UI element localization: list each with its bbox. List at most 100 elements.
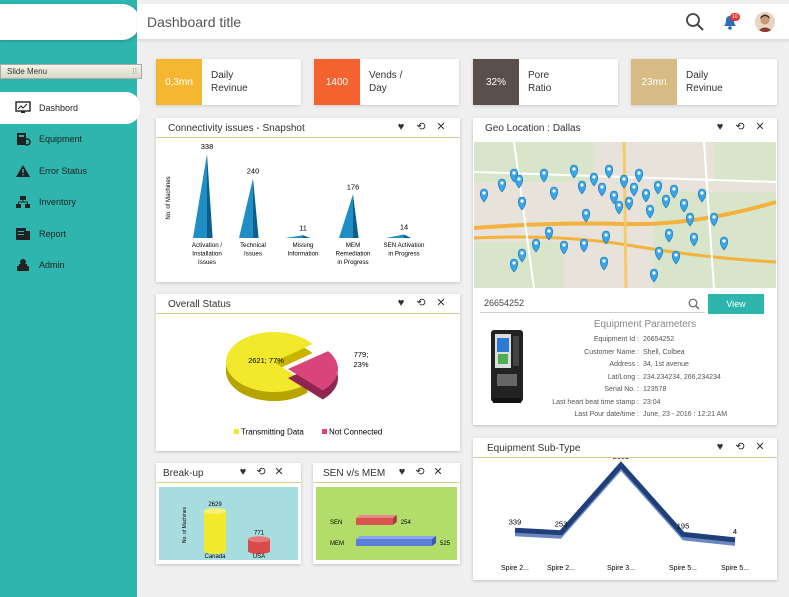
sidebar: Slide Menu ⁞⁞ Dashbord Equipment Error S… (0, 0, 142, 597)
equipment-icon (14, 132, 32, 146)
panel-controls: ♥ ⟲ ✕ (713, 121, 767, 134)
dallas-map[interactable] (474, 142, 776, 288)
heart-icon[interactable]: ♥ (716, 441, 724, 453)
map-pin-icon (649, 268, 659, 283)
param-value: Shell, Colbea (643, 348, 685, 356)
legend-swatch (322, 429, 327, 434)
refresh-icon[interactable]: ⟲ (735, 441, 745, 453)
heart-icon[interactable]: ♥ (397, 297, 405, 309)
spike-bar-shadow (253, 178, 259, 238)
overall-status-chart: 2621; 77% 779;23% Transmitting Data Not Con… (226, 332, 382, 437)
tick-label: SEN Activation (384, 242, 425, 249)
param-row: Customer Name : Shell, Colbea (523, 347, 773, 360)
spike-bar (339, 194, 353, 238)
tick-label: Missing (293, 242, 315, 249)
map-pin-icon (624, 196, 634, 211)
map-pin-dot (672, 187, 676, 191)
heart-icon[interactable]: ♥ (239, 466, 247, 478)
sen-mem-panel: SEN v/s MEM ♥ ⟲ ✕ 254 SEN 525 MEM (313, 463, 460, 564)
sidebar-item-equipment[interactable]: Equipment (0, 124, 137, 156)
sidebar-menu: Dashbord Equipment Error Status Inventor… (0, 92, 140, 282)
kpi-daily-revenue-2[interactable]: 23mn Daily Revinue (631, 59, 777, 105)
heart-icon[interactable]: ♥ (397, 121, 405, 133)
data-label: 195 (677, 521, 690, 530)
sidebar-item-label: Inventory (39, 197, 77, 208)
avatar[interactable] (755, 12, 775, 32)
sidebar-item-error-status[interactable]: Error Status (0, 155, 137, 187)
view-button[interactable]: View (708, 294, 764, 314)
kpi-daily-revenue[interactable]: 0,3mn Daily Revinue (156, 59, 301, 105)
kpi-vends-per-day[interactable]: 1400 Vends / Day (314, 59, 459, 105)
map-pin-icon (531, 238, 541, 253)
breakup-chart: No. of Machines 2629 Canada 771 USA (159, 487, 298, 560)
refresh-icon[interactable]: ⟲ (416, 297, 426, 309)
refresh-icon[interactable]: ⟲ (415, 466, 425, 478)
map-pin-dot (637, 171, 641, 175)
sidebar-item-label: Report (39, 228, 67, 239)
map-pin-dot (600, 185, 604, 189)
sidebar-item-report[interactable]: Report (0, 218, 137, 250)
tick-label: in Progress (388, 251, 419, 258)
param-key: Equipment Id : (593, 336, 639, 343)
kpi-value: 1400 (314, 59, 360, 105)
monitor-icon (14, 101, 32, 115)
map-pin-icon (619, 174, 629, 189)
map-road (703, 142, 715, 288)
equipment-parameters: Equipment Id : 26654252 Customer Name : She… (523, 334, 773, 422)
bar (356, 539, 432, 546)
map-pin-icon (479, 188, 489, 203)
map-pin-dot (482, 191, 486, 195)
map-pin-icon (577, 180, 587, 195)
param-key: Last Pour date/time : (574, 411, 639, 418)
map-pin-dot (520, 199, 524, 203)
map-pin-dot (562, 243, 566, 247)
search-icon[interactable] (688, 297, 700, 315)
search-icon[interactable] (685, 12, 705, 32)
refresh-icon[interactable]: ⟲ (256, 466, 266, 478)
equipment-search-field[interactable]: 26654252 (480, 293, 705, 313)
panel-controls: ♥ ⟲ ✕ (394, 297, 448, 310)
close-icon[interactable]: ✕ (274, 466, 284, 478)
sidebar-item-dashboard[interactable]: Dashbord (0, 92, 140, 124)
close-icon[interactable]: ✕ (755, 121, 765, 133)
param-key: Last heart beat time stamp : (552, 398, 639, 406)
data-label: 525 (440, 541, 451, 547)
data-label: 2621; 77% (248, 356, 284, 365)
overall-status-panel: Overall Status ♥ ⟲ ✕ 2621; 77% 779; 23% Trans… (156, 294, 460, 451)
param-key: Address : (609, 361, 639, 368)
connectivity-chart: No. of Machines 338 Activation / Installati… (166, 142, 425, 266)
data-label: 779; (354, 350, 369, 359)
data-label: 176 (347, 182, 360, 191)
heart-icon[interactable]: ♥ (398, 466, 406, 478)
close-icon[interactable]: ✕ (436, 297, 446, 309)
map-park (474, 242, 564, 288)
heart-icon[interactable]: ♥ (716, 121, 724, 133)
refresh-icon[interactable]: ⟲ (416, 121, 426, 133)
map-pin-icon (517, 248, 527, 263)
param-row: Last Pour date/time : June, 23 - 2016 : 1… (523, 409, 773, 422)
close-icon[interactable]: ✕ (433, 466, 443, 478)
refresh-icon[interactable]: ⟲ (735, 121, 745, 133)
tick-label: Spire 2... (547, 565, 575, 572)
close-icon[interactable]: ✕ (436, 121, 446, 133)
data-label: 2609 (613, 458, 630, 461)
param-row: Address : 34, 1st avenue (523, 359, 773, 372)
map-pin-icon (549, 186, 559, 201)
close-icon[interactable]: ✕ (755, 441, 765, 453)
map-pin-dot (552, 189, 556, 193)
param-row: Last heart beat time stamp : 23:04 (523, 397, 773, 410)
map-pin-dot (652, 271, 656, 275)
sidebar-item-admin[interactable]: Admin (0, 250, 137, 282)
kpi-pore-ratio[interactable]: 32% Pore Ratio (473, 59, 618, 105)
grip-icon[interactable]: ⁞⁞ (132, 67, 137, 76)
map-pin-dot (592, 175, 596, 179)
map-pin-dot (692, 235, 696, 239)
kpi-value: 23mn (631, 59, 677, 105)
map-pin-dot (607, 167, 611, 171)
slide-menu-header[interactable]: Slide Menu ⁞⁞ (0, 64, 142, 79)
vending-machine-image (491, 330, 523, 403)
equipment-search-input[interactable]: 26654252 (484, 298, 525, 308)
tick-label: MEM (346, 242, 360, 249)
spike-bar (239, 178, 253, 238)
sidebar-item-inventory[interactable]: Inventory (0, 187, 137, 219)
